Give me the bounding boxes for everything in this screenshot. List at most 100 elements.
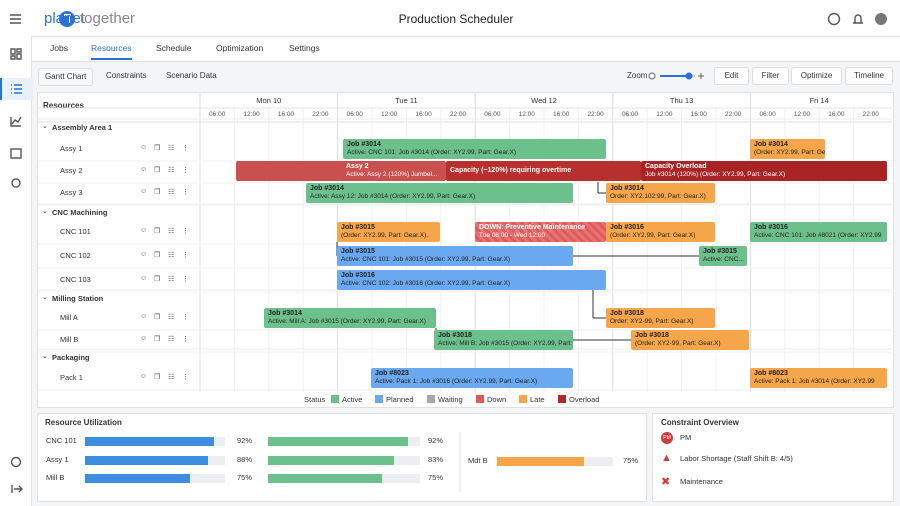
group-label[interactable]: Assembly Area 1 (52, 123, 113, 132)
row-action[interactable]: ❐ (154, 189, 161, 196)
group-label[interactable]: CNC Machining (52, 208, 108, 217)
row-action[interactable]: ❐ (154, 314, 161, 321)
group-label[interactable]: Packaging (52, 353, 90, 362)
row-action[interactable]: ☺ (140, 313, 148, 320)
user-button[interactable] (875, 13, 887, 25)
gantt-bar[interactable]: Job #3018 Active: Mill B: Job #3015 (Orde… (434, 330, 573, 350)
gantt-bar[interactable]: Job #3014(Order: XY2.99, Part: Gear.X) (750, 139, 825, 159)
row-action[interactable]: ☺ (140, 166, 148, 173)
bar-detail: Active: CNC 102: Job #3016 (Order: XY2.9… (341, 280, 511, 287)
gantt-bar[interactable]: Capacity (~120%) requiring overtime (446, 161, 641, 181)
hour-label: 06:00 (346, 111, 363, 118)
gantt-bar[interactable]: Job #8023 Active: Pack 1: Job #3016 (Orde… (371, 368, 573, 388)
gantt-bar[interactable]: Assy 2 Active: Assy 2 (120%) Jumbel... (236, 161, 446, 181)
row-action[interactable]: ☷ (168, 167, 175, 174)
row-action[interactable]: ☺ (140, 227, 148, 234)
gantt-bar[interactable]: Job #8023 Active: Pack 1: Job #3014 (Orde… (750, 368, 887, 388)
sub-tab[interactable]: Gantt Chart (38, 68, 94, 86)
row-action[interactable]: ☺ (140, 373, 148, 380)
gantt-bar[interactable]: Job #3016 Active: CNC 102: Job #3016 (Ord… (337, 270, 606, 290)
util-value: 88% (237, 455, 253, 464)
nav-tab[interactable]: Jobs (50, 43, 68, 53)
constraint-icon: ▲ (661, 452, 672, 464)
toolbar-button[interactable]: Timeline (845, 67, 893, 85)
toolbar-button[interactable]: Optimize (791, 67, 842, 85)
row-action[interactable]: ⋮ (182, 167, 189, 174)
gantt-bar[interactable]: Job #3014 Active: Mill A: Job #3015 (Orde… (264, 308, 436, 328)
zoom-out[interactable] (648, 72, 656, 80)
row-action[interactable]: ❐ (154, 252, 161, 259)
group-label[interactable]: Milling Station (52, 294, 104, 303)
group-chevron[interactable]: ⌄ (42, 294, 48, 301)
chart-icon[interactable] (10, 116, 22, 127)
group-chevron[interactable]: ⌄ (42, 208, 48, 215)
gantt-bar[interactable]: Job #3018 Order: XY2-99, Part: Gear.X) (606, 308, 715, 328)
row-action[interactable]: ☺ (140, 251, 148, 258)
gantt-bar[interactable]: Job #3016 Active: CNC 101: Job #8021 (Ord… (750, 222, 887, 242)
help-button[interactable] (827, 12, 841, 26)
zoom-handle[interactable] (685, 72, 693, 80)
constraints-panel (652, 413, 894, 502)
row-action[interactable]: ⋮ (182, 189, 189, 196)
sub-tab[interactable]: Scenario Data (166, 71, 217, 80)
row-action[interactable]: ☷ (168, 336, 175, 343)
zoom-in[interactable] (698, 73, 704, 79)
row-action[interactable]: ❐ (154, 228, 161, 235)
row-action[interactable]: ❐ (154, 276, 161, 283)
row-action[interactable]: ⋮ (182, 276, 189, 283)
settings-icon[interactable] (11, 178, 21, 188)
dashboard-icon[interactable] (10, 48, 22, 60)
nav-tab[interactable]: Settings (289, 43, 320, 53)
legend-swatch (375, 395, 383, 403)
gantt-bar[interactable]: Job #3016 (Order: XY2.99, Part: Gear.X) (606, 222, 715, 242)
row-action[interactable]: ☷ (168, 276, 175, 283)
menu-icon[interactable] (10, 14, 21, 24)
util-name: Mdt B (468, 456, 488, 465)
row-action[interactable]: ☺ (140, 188, 148, 195)
gantt-bar[interactable]: Job #3014 Active: CNC 101: Job #3014 (Ord… (343, 139, 606, 159)
group-chevron[interactable]: ⌄ (42, 123, 48, 130)
logout-icon[interactable] (11, 485, 23, 493)
gantt-bar[interactable]: Job #3015 Active: CNC 101: Job #3015 (Ord… (337, 246, 573, 266)
row-action[interactable]: ☺ (140, 335, 148, 342)
row-action[interactable]: ⋮ (182, 145, 189, 152)
row-action[interactable]: ☷ (168, 374, 175, 381)
day-label: Mon 10 (256, 96, 282, 105)
nav-tab[interactable]: Schedule (156, 43, 192, 53)
row-action[interactable]: ☺ (140, 144, 148, 151)
row-action[interactable]: ⋮ (182, 228, 189, 235)
row-action[interactable]: ⋮ (182, 336, 189, 343)
row-action[interactable]: ☷ (168, 314, 175, 321)
help-icon[interactable] (10, 456, 22, 468)
util-bar (85, 456, 209, 465)
group-chevron[interactable]: ⌄ (42, 353, 48, 360)
row-action[interactable]: ⋮ (182, 252, 189, 259)
sub-tab[interactable]: Constraints (106, 71, 147, 80)
row-action[interactable]: ❐ (154, 145, 161, 152)
gantt-bar[interactable]: Job #3015 Active: CNC... (699, 246, 747, 266)
bar-title: Capacity Overload (645, 163, 707, 170)
row-action[interactable]: ☷ (168, 228, 175, 235)
gantt-bar[interactable]: Job #3014 Order: XY2.102:99, Part: Gear.X… (606, 183, 715, 203)
row-action[interactable]: ☷ (168, 189, 175, 196)
row-action[interactable]: ☷ (168, 252, 175, 259)
row-action[interactable]: ❐ (154, 336, 161, 343)
gantt-bar[interactable]: DOWN: Preventive Maintenance Tue 08:00 - … (475, 222, 606, 242)
gantt-bar[interactable]: Job #3014 Active: Assy 12: Job #3014 (Ord… (306, 183, 573, 203)
row-action[interactable]: ☺ (140, 275, 148, 282)
nav-tab[interactable]: Optimization (216, 43, 264, 53)
row-action[interactable]: ❐ (154, 374, 161, 381)
toolbar-button[interactable]: Filter (752, 67, 789, 85)
calendar-icon[interactable] (10, 148, 22, 159)
row-action[interactable]: ❐ (154, 167, 161, 174)
bell-button[interactable] (853, 14, 863, 24)
row-action[interactable]: ⋮ (182, 314, 189, 321)
list-icon[interactable] (11, 84, 22, 94)
gantt-bar[interactable]: Capacity Overload Job #3014 (120%) (Order… (641, 161, 887, 181)
row-action[interactable]: ☷ (168, 145, 175, 152)
row-action[interactable]: ⋮ (182, 374, 189, 381)
nav-tab[interactable]: Resources (91, 43, 132, 60)
toolbar-button[interactable]: Edit (714, 67, 749, 85)
gantt-bar[interactable]: Job #3018 (Order: XY2-99, Part: Gear.X) (631, 330, 749, 350)
gantt-bar[interactable]: Job #3015 (Order: XY2.99, Part: Gear.X). (337, 222, 440, 242)
